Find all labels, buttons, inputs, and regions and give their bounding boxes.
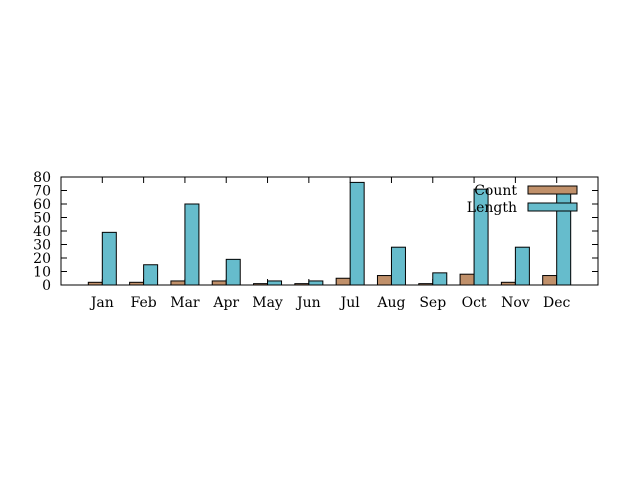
bar-length <box>514 246 530 286</box>
x-tick-label: Nov <box>501 295 530 311</box>
bar-length <box>225 258 241 286</box>
bar-count <box>129 281 145 286</box>
bar-length <box>267 280 283 286</box>
bar-length <box>184 203 200 286</box>
bar-count <box>376 275 392 286</box>
x-tick-label: Sep <box>419 295 446 311</box>
legend-label: Length <box>467 200 517 216</box>
y-tick-label: 30 <box>33 238 51 254</box>
y-tick-label: 40 <box>33 224 51 240</box>
x-tick-label: Jul <box>339 295 361 311</box>
bar-length <box>349 181 365 286</box>
y-tick-label: 0 <box>42 278 51 294</box>
legend-swatch <box>527 202 578 212</box>
bar-count <box>294 283 310 286</box>
x-tick-label: May <box>252 295 283 311</box>
x-tick-label: Jan <box>89 295 114 311</box>
bar-count <box>253 283 269 286</box>
x-tick-label: Oct <box>462 295 487 311</box>
bar-count <box>211 280 227 286</box>
bar-count <box>170 280 186 286</box>
x-tick-label: Apr <box>212 295 239 311</box>
bar-series <box>87 181 572 286</box>
y-tick-label: 10 <box>33 265 51 281</box>
legend-label: Count <box>474 183 517 199</box>
x-tick-label: Jun <box>295 295 321 311</box>
bar-count <box>418 283 434 286</box>
bar-count <box>459 273 475 286</box>
bar-length <box>308 280 324 286</box>
bar-length <box>390 246 406 286</box>
bar-length <box>143 264 159 286</box>
x-tick-label: Mar <box>170 295 200 311</box>
y-tick-label: 20 <box>33 251 51 267</box>
legend-swatch <box>527 185 578 195</box>
bar-length <box>432 272 448 286</box>
x-tick-label: Aug <box>376 295 405 311</box>
bar-count <box>335 277 351 286</box>
bar-count <box>87 281 103 286</box>
y-tick-label: 80 <box>33 170 51 186</box>
y-tick-label: 50 <box>33 211 51 227</box>
y-tick-label: 70 <box>33 184 51 200</box>
y-tick-label: 60 <box>33 197 51 213</box>
bar-count <box>542 275 558 286</box>
bar-length <box>473 188 489 286</box>
bar-count <box>500 281 516 286</box>
x-tick-label: Dec <box>543 295 571 311</box>
x-axis: Jan Feb Mar Apr May Jun Jul Aug Sep Oct Nov Dec <box>89 177 571 311</box>
x-tick-label: Feb <box>131 295 157 311</box>
bar-length <box>101 231 117 286</box>
